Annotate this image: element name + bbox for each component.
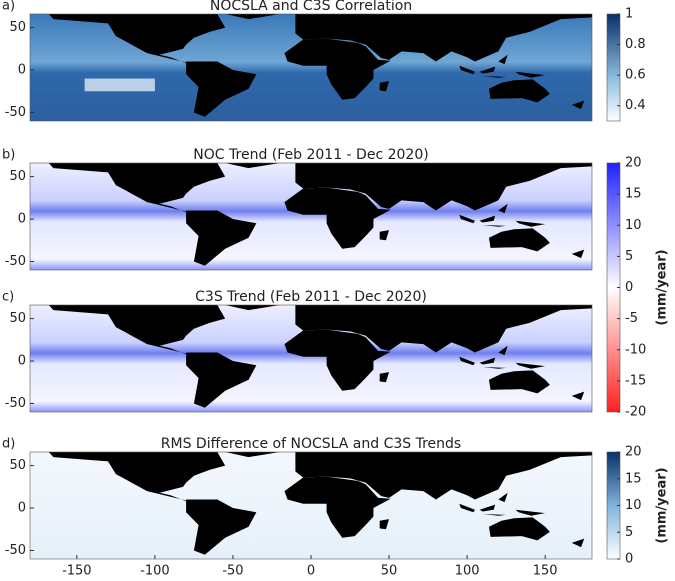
- colorbar: [606, 13, 621, 122]
- colorbar-tick-label: 10: [625, 498, 642, 513]
- y-tick-label: -50: [5, 105, 26, 120]
- colorbar-tick-label: -10: [625, 342, 646, 357]
- panel-title: NOC Trend (Feb 2011 - Dec 2020): [193, 147, 428, 163]
- panel-label: d): [2, 437, 15, 452]
- map-frame: [29, 162, 593, 271]
- colorbar-tick-label: 20: [625, 445, 642, 460]
- x-tick-label: 50: [381, 564, 398, 578]
- map-patch: [84, 78, 155, 92]
- colorbar-tick-label: -20: [625, 405, 646, 420]
- colorbar-tick-label: 0: [625, 552, 633, 567]
- colorbar-label: (mm/year): [655, 467, 670, 543]
- y-tick-label: 50: [9, 169, 26, 184]
- colorbar-tick-label: -15: [625, 373, 646, 388]
- colorbar-tick-label: 0: [625, 280, 633, 295]
- panel-title: C3S Trend (Feb 2011 - Dec 2020): [195, 289, 427, 305]
- panel-label: b): [2, 148, 15, 163]
- map-frame: [29, 304, 593, 413]
- y-tick-label: 0: [18, 212, 26, 227]
- y-tick-label: 50: [9, 458, 26, 473]
- panel-title: NOCSLA and C3S Correlation: [210, 0, 412, 14]
- y-tick-label: -50: [5, 254, 26, 269]
- y-tick-label: 0: [18, 63, 26, 78]
- colorbar-tick-label: 5: [625, 525, 633, 540]
- panel-label: a): [2, 0, 15, 14]
- colorbar-tick-label: 15: [625, 471, 642, 486]
- x-tick-label: -50: [222, 564, 243, 578]
- x-tick-label: 150: [533, 564, 558, 578]
- y-tick-label: 0: [18, 501, 26, 516]
- y-tick-label: 0: [18, 354, 26, 369]
- x-tick-label: 100: [455, 564, 480, 578]
- panel-title: RMS Difference of NOCSLA and C3S Trends: [161, 436, 461, 452]
- colorbar-tick-label: 20: [625, 156, 642, 171]
- colorbar-label: (mm/year): [655, 249, 670, 325]
- x-tick-label: -100: [140, 564, 170, 578]
- colorbar-tick-label: 15: [625, 187, 642, 202]
- colorbar-tick-label: 10: [625, 218, 642, 233]
- panel-label: c): [2, 290, 14, 305]
- colorbar-tick-label: 0.4: [625, 98, 646, 113]
- map-frame: [29, 13, 593, 122]
- colorbar-tick-label: 0.8: [625, 37, 646, 52]
- y-tick-label: -50: [5, 396, 26, 411]
- y-tick-label: 50: [9, 20, 26, 35]
- colorbar-tick-label: -5: [625, 311, 638, 326]
- y-tick-label: 50: [9, 311, 26, 326]
- colorbar-tick-label: 1: [625, 7, 633, 22]
- colorbar-tick-label: 0.6: [625, 68, 646, 83]
- x-tick-label: 0: [307, 564, 315, 578]
- y-tick-label: -50: [5, 543, 26, 558]
- x-tick-label: -150: [62, 564, 92, 578]
- colorbar-tick-label: 5: [625, 249, 633, 264]
